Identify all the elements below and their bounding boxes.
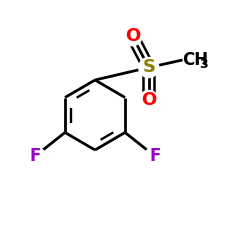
Text: CH: CH — [182, 51, 208, 69]
Text: O: O — [141, 91, 156, 109]
Text: O: O — [125, 27, 140, 45]
Ellipse shape — [139, 58, 159, 78]
Ellipse shape — [123, 27, 142, 46]
Text: 3: 3 — [199, 58, 207, 71]
Ellipse shape — [139, 90, 158, 110]
Ellipse shape — [145, 146, 165, 166]
Text: F: F — [149, 147, 161, 165]
Text: S: S — [142, 58, 155, 76]
Ellipse shape — [25, 146, 45, 166]
Text: F: F — [29, 147, 41, 165]
